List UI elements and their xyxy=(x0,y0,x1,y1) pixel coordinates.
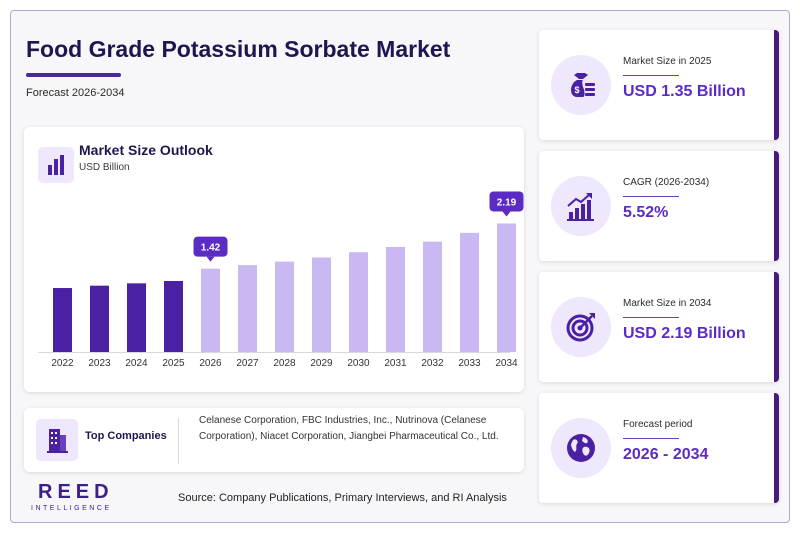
bar-2034 xyxy=(497,223,516,352)
bar-2031 xyxy=(386,246,405,352)
stat-value: USD 2.19 Billion xyxy=(623,325,746,342)
page-subtitle: Forecast 2026-2034 xyxy=(26,87,125,99)
target-icon xyxy=(551,297,611,357)
card-accent xyxy=(774,272,779,382)
stat-value: 2026 - 2034 xyxy=(623,446,709,463)
bar-2030 xyxy=(349,252,368,352)
bar-2024 xyxy=(127,283,146,352)
x-tick-label: 2026 xyxy=(199,358,222,369)
bar-2032 xyxy=(423,241,442,352)
brand-logo-subtitle: INTELLIGENCE xyxy=(31,505,112,512)
bar-2023 xyxy=(90,285,109,352)
callout-label: 1.42 xyxy=(201,243,221,254)
x-tick-label: 2022 xyxy=(51,358,74,369)
card-accent xyxy=(774,151,779,261)
stat-rule xyxy=(623,75,679,76)
bar-2026 xyxy=(201,268,220,352)
stat-value: 5.52% xyxy=(623,204,669,221)
money-bag-icon: $ xyxy=(551,55,611,115)
stat-card-cagr: CAGR (2026-2034) 5.52% xyxy=(539,151,779,261)
building-icon xyxy=(36,419,78,461)
stat-label: CAGR (2026-2034) xyxy=(623,177,710,188)
stat-label: Market Size in 2034 xyxy=(623,298,712,309)
stat-card-forecast-period: Forecast period 2026 - 2034 xyxy=(539,393,779,503)
chart-title: Market Size Outlook xyxy=(79,142,213,158)
title-underline xyxy=(26,73,121,77)
x-tick-label: 2027 xyxy=(236,358,259,369)
x-tick-label: 2034 xyxy=(495,358,518,369)
stat-card-market-size-2025: $ Market Size in 2025 USD 1.35 Billion xyxy=(539,30,779,140)
chart-card: Market Size Outlook USD Billion 2022 2023… xyxy=(24,127,524,392)
stat-rule xyxy=(623,196,679,197)
bar-2029 xyxy=(312,257,331,352)
bar-2025 xyxy=(164,280,183,352)
stat-rule xyxy=(623,317,679,318)
brand-logo: REED xyxy=(38,481,114,503)
x-tick-label: 2031 xyxy=(384,358,407,369)
x-tick-label: 2024 xyxy=(125,358,148,369)
card-accent xyxy=(774,393,779,503)
bar-chart-icon xyxy=(38,147,74,183)
bar-2027 xyxy=(238,265,257,352)
callout-2034: 2.19 xyxy=(489,191,524,217)
top-companies-list: Celanese Corporation, FBC Industries, In… xyxy=(199,415,499,442)
source-note: Source: Company Publications, Primary In… xyxy=(178,492,507,504)
x-tick-label: 2029 xyxy=(310,358,333,369)
x-tick-label: 2033 xyxy=(458,358,481,369)
bar-chart: 2022 2023 2024 2025 2026 2027 2028 2029 2030 2031… xyxy=(38,191,524,369)
callout-2026: 1.42 xyxy=(193,236,228,262)
chart-unit: USD Billion xyxy=(79,162,130,173)
stat-rule xyxy=(623,438,679,439)
page-title: Food Grade Potassium Sorbate Market xyxy=(26,36,451,62)
x-tick-label: 2028 xyxy=(273,358,296,369)
divider xyxy=(178,418,179,464)
bar-2033 xyxy=(460,232,479,352)
x-tick-label: 2025 xyxy=(162,358,185,369)
card-accent xyxy=(774,30,779,140)
x-tick-label: 2030 xyxy=(347,358,370,369)
top-companies-card: Top Companies Celanese Corporation, FBC … xyxy=(24,408,524,472)
growth-chart-icon xyxy=(551,176,611,236)
top-companies-label: Top Companies xyxy=(85,430,167,442)
stat-card-market-size-2034: Market Size in 2034 USD 2.19 Billion xyxy=(539,272,779,382)
svg-text:$: $ xyxy=(574,85,579,95)
stat-value: USD 1.35 Billion xyxy=(623,83,746,100)
stat-label: Market Size in 2025 xyxy=(623,56,712,67)
x-tick-label: 2032 xyxy=(421,358,444,369)
globe-icon xyxy=(551,418,611,478)
stat-label: Forecast period xyxy=(623,419,693,430)
x-tick-label: 2023 xyxy=(88,358,111,369)
callout-label: 2.19 xyxy=(497,197,517,208)
bar-2022 xyxy=(53,288,72,352)
bar-2028 xyxy=(275,261,294,352)
